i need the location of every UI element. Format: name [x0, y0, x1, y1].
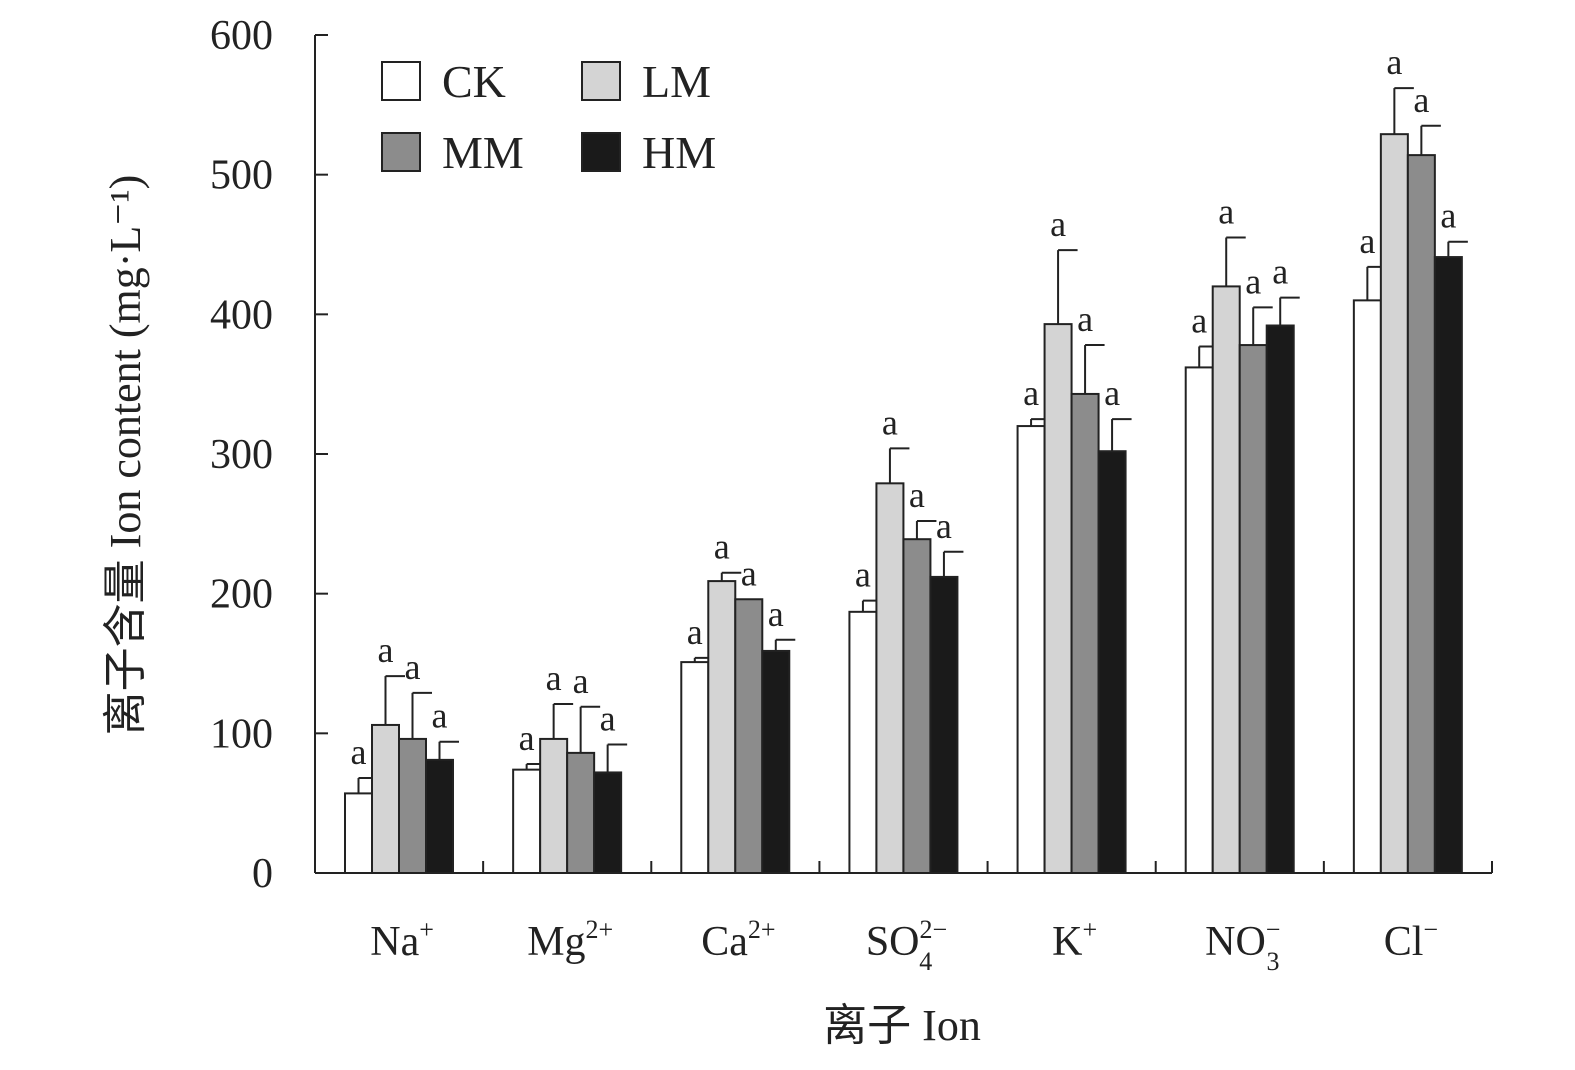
y-tick-label: 100 — [210, 711, 273, 757]
bar-hm — [1097, 450, 1127, 874]
bar-hm — [425, 758, 454, 874]
bar-ck — [344, 792, 373, 875]
legend-swatch-ck — [381, 61, 421, 101]
significance-label: a — [405, 647, 421, 687]
significance-label: a — [741, 553, 757, 593]
bar-mm — [902, 538, 932, 874]
bar-hm — [1433, 256, 1463, 874]
significance-label: a — [1413, 80, 1429, 120]
significance-label: a — [351, 732, 367, 772]
legend: CK LM MM HM — [381, 56, 716, 178]
significance-label: a — [378, 630, 394, 670]
significance-label: a — [519, 718, 535, 758]
x-category-label: K+ — [1052, 915, 1097, 965]
legend-label-mm: MM — [442, 127, 524, 178]
significance-label: a — [1104, 373, 1120, 413]
bar-ck — [1016, 425, 1046, 874]
significance-label: a — [882, 402, 898, 442]
significance-label: a — [1191, 300, 1207, 340]
bar-lm — [539, 737, 569, 874]
bar-ck — [1352, 299, 1382, 875]
y-tick-label: 300 — [210, 432, 273, 478]
bar-hm — [929, 575, 959, 874]
significance-label: a — [1359, 221, 1375, 261]
bar-lm — [707, 580, 737, 874]
x-axis: Na+ Mg2+ Ca2+ SO2− 4 K+ NO− 3 Cl− — [315, 861, 1493, 976]
bar-hm — [1265, 324, 1295, 874]
significance-label: a — [1272, 252, 1288, 292]
legend-swatch-mm — [381, 132, 421, 172]
bar-lm — [875, 482, 905, 874]
significance-label: a — [687, 612, 703, 652]
significance-label: a — [714, 527, 730, 567]
significance-label: a — [936, 506, 952, 546]
x-category-label: Na+ — [370, 915, 434, 965]
significance-label: a — [432, 696, 448, 736]
y-tick-label: 0 — [252, 851, 273, 897]
bar-ck — [512, 768, 542, 874]
significance-label: a — [600, 699, 616, 739]
x-category-label: Mg2+ — [527, 915, 613, 965]
bar-mm — [1238, 344, 1268, 874]
significance-label: a — [1386, 42, 1402, 82]
legend-label-ck: CK — [442, 56, 506, 107]
x-axis-title: 离子 Ion — [823, 1001, 981, 1050]
significance-label: a — [573, 661, 589, 701]
legend-label-hm: HM — [642, 127, 716, 178]
significance-label: a — [546, 658, 562, 698]
significance-label: a — [1245, 261, 1261, 301]
significance-label: a — [855, 555, 871, 595]
significance-label: a — [1077, 299, 1093, 339]
y-tick-label: 500 — [210, 153, 273, 199]
significance-label: a — [1023, 373, 1039, 413]
significance-label: a — [909, 475, 925, 515]
significance-label: a — [768, 594, 784, 634]
significance-label: a — [1440, 196, 1456, 236]
legend-label-lm: LM — [642, 56, 711, 107]
bar-ck — [680, 661, 710, 874]
bar-mm — [734, 598, 764, 875]
bar-ck — [848, 610, 878, 874]
bar-mm — [566, 751, 596, 874]
y-tick-label: 400 — [210, 292, 273, 338]
bar-mm — [1070, 392, 1100, 874]
bar-lm — [1043, 323, 1073, 874]
significance-label: a — [1050, 204, 1066, 244]
significance-label: a — [1218, 192, 1234, 232]
bar-lm — [1211, 285, 1241, 874]
legend-swatch-lm — [581, 61, 621, 101]
y-tick-label: 200 — [210, 572, 273, 618]
bar-mm — [1406, 154, 1436, 874]
x-category-label: NO− 3 — [1205, 915, 1280, 976]
x-category-label: SO2− 4 — [866, 915, 947, 976]
bar-lm — [1379, 133, 1409, 874]
y-axis: 0 100 200 300 400 500 600 — [210, 13, 328, 897]
x-category-label: Ca2+ — [701, 915, 775, 965]
bar-lm — [371, 723, 400, 874]
x-category-label: Cl− — [1384, 915, 1438, 965]
bar-mm — [398, 737, 427, 874]
legend-swatch-hm — [581, 132, 621, 172]
bar-hm — [761, 649, 791, 874]
y-axis-title: 离子含量 Ion content (mg·L⁻¹) — [101, 175, 150, 736]
bar-ck — [1184, 366, 1214, 874]
bar-hm — [593, 771, 623, 874]
y-tick-label: 600 — [210, 13, 273, 59]
